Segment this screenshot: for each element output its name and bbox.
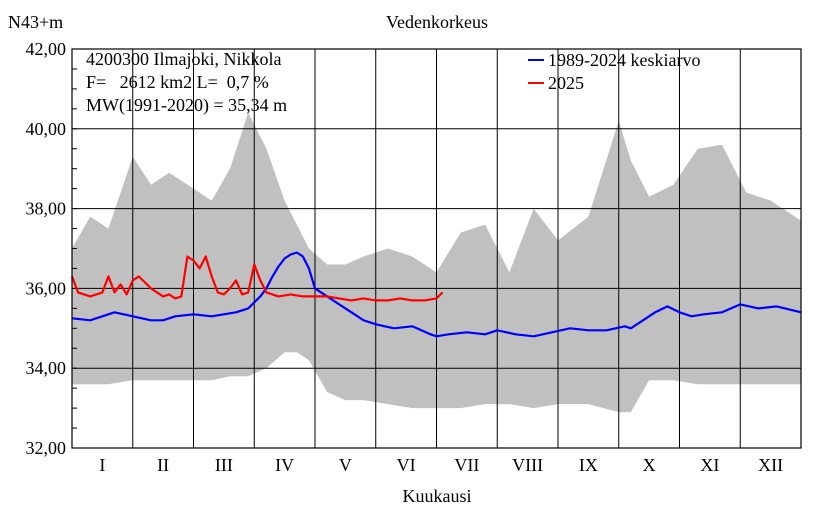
x-tick-label: I <box>99 455 105 475</box>
x-tick-label: VI <box>397 455 416 475</box>
x-tick-label: XI <box>700 455 719 475</box>
legend-label-2025: 2025 <box>548 73 584 93</box>
y-tick-label: 36,00 <box>26 278 67 298</box>
x-tick-label: II <box>157 455 169 475</box>
x-tick-labels: I II III IV V VI VII VIII IX X XI XII <box>99 455 783 475</box>
y-axis-label: N43+m <box>8 12 63 32</box>
x-tick-label: VIII <box>512 455 543 475</box>
x-tick-label: IV <box>275 455 294 475</box>
y-tick-label: 40,00 <box>26 119 67 139</box>
y-tick-label: 32,00 <box>26 438 67 458</box>
legend: 1989-2024 keskiarvo 2025 <box>528 50 700 93</box>
info-area: F= 2612 km2 L= 0,7 % <box>86 72 269 92</box>
y-tick-labels: 32,00 34,00 36,00 38,00 40,00 42,00 <box>26 39 67 458</box>
y-tick-label: 38,00 <box>26 199 67 219</box>
x-tick-label: III <box>215 455 233 475</box>
info-station: 4200300 Ilmajoki, Nikkola <box>86 49 281 69</box>
x-axis-label: Kuukausi <box>403 486 472 506</box>
series-line-2025 <box>70 255 444 302</box>
info-mean-water: MW(1991-2020) = 35,34 m <box>86 95 287 116</box>
x-tick-label: IX <box>579 455 598 475</box>
y-tick-label: 42,00 <box>26 39 67 59</box>
plot-frame <box>71 48 802 449</box>
x-tick-label: XII <box>758 455 783 475</box>
series-layer <box>70 251 802 338</box>
info-box: 4200300 Ilmajoki, Nikkola F= 2612 km2 L=… <box>86 49 287 116</box>
grid-layer <box>72 48 801 449</box>
x-tick-label: V <box>339 455 352 475</box>
x-tick-label: VII <box>454 455 479 475</box>
legend-label-mean: 1989-2024 keskiarvo <box>548 50 700 70</box>
y-tick-label: 34,00 <box>26 358 67 378</box>
series-line-mean <box>71 251 802 338</box>
x-tick-label: X <box>643 455 656 475</box>
chart-title: Vedenkorkeus <box>386 12 488 32</box>
